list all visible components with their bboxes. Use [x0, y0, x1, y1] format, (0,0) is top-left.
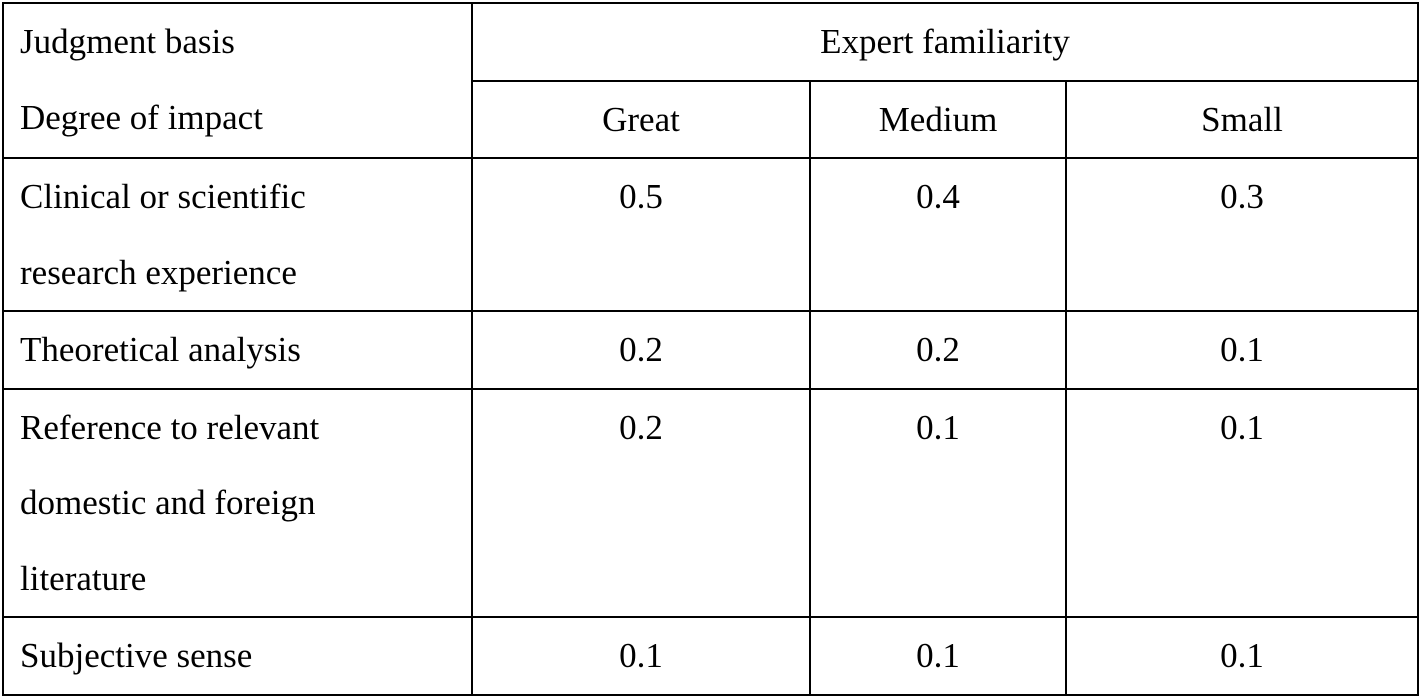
value-cell-medium: 0.2	[809, 310, 1067, 390]
value-cell-small: 0.3	[1065, 157, 1419, 312]
row-label-line: research experience	[20, 252, 297, 292]
row-label-cell: Reference to relevant domestic and forei…	[2, 387, 473, 618]
corner-label-degree-of-impact: Degree of impact	[20, 97, 263, 137]
table-row: Clinical or scientific research experien…	[2, 157, 1419, 312]
value-cell-small: 0.1	[1065, 310, 1419, 390]
corner-header-cell: Judgment basis Degree of impact	[2, 2, 473, 159]
table-row: Theoretical analysis 0.2 0.2 0.1	[2, 310, 1419, 390]
row-label-cell: Theoretical analysis	[2, 310, 473, 390]
header-row-columns: Great Medium Small	[3, 79, 1419, 159]
row-label-line: domestic and foreign	[20, 483, 316, 522]
row-label-line: Theoretical analysis	[20, 330, 301, 369]
value-cell-medium: 0.1	[809, 616, 1067, 696]
row-label-cell: Clinical or scientific research experien…	[2, 157, 473, 312]
value-cell-great: 0.2	[471, 387, 811, 618]
value-cell-small: 0.1	[1065, 387, 1419, 618]
row-label-line: literature	[20, 558, 147, 598]
value-cell-medium: 0.1	[809, 387, 1067, 618]
corner-label-judgment-basis: Judgment basis	[20, 22, 235, 61]
group-header-expert-familiarity: Expert familiarity	[471, 2, 1419, 82]
row-label-line: Reference to relevant	[20, 407, 320, 447]
column-header-small: Small	[1065, 79, 1419, 159]
value-cell-great: 0.2	[471, 310, 811, 390]
row-label-line: Clinical or scientific	[20, 177, 306, 216]
value-cell-medium: 0.4	[809, 157, 1067, 312]
column-header-medium: Medium	[809, 79, 1067, 159]
column-header-great: Great	[471, 79, 811, 159]
header-row-group: Judgment basis Degree of impact Expert f…	[2, 2, 1419, 159]
table-row: Reference to relevant domestic and forei…	[2, 387, 1419, 618]
value-cell-great: 0.5	[471, 157, 811, 312]
row-label-line: Subjective sense	[20, 636, 253, 675]
